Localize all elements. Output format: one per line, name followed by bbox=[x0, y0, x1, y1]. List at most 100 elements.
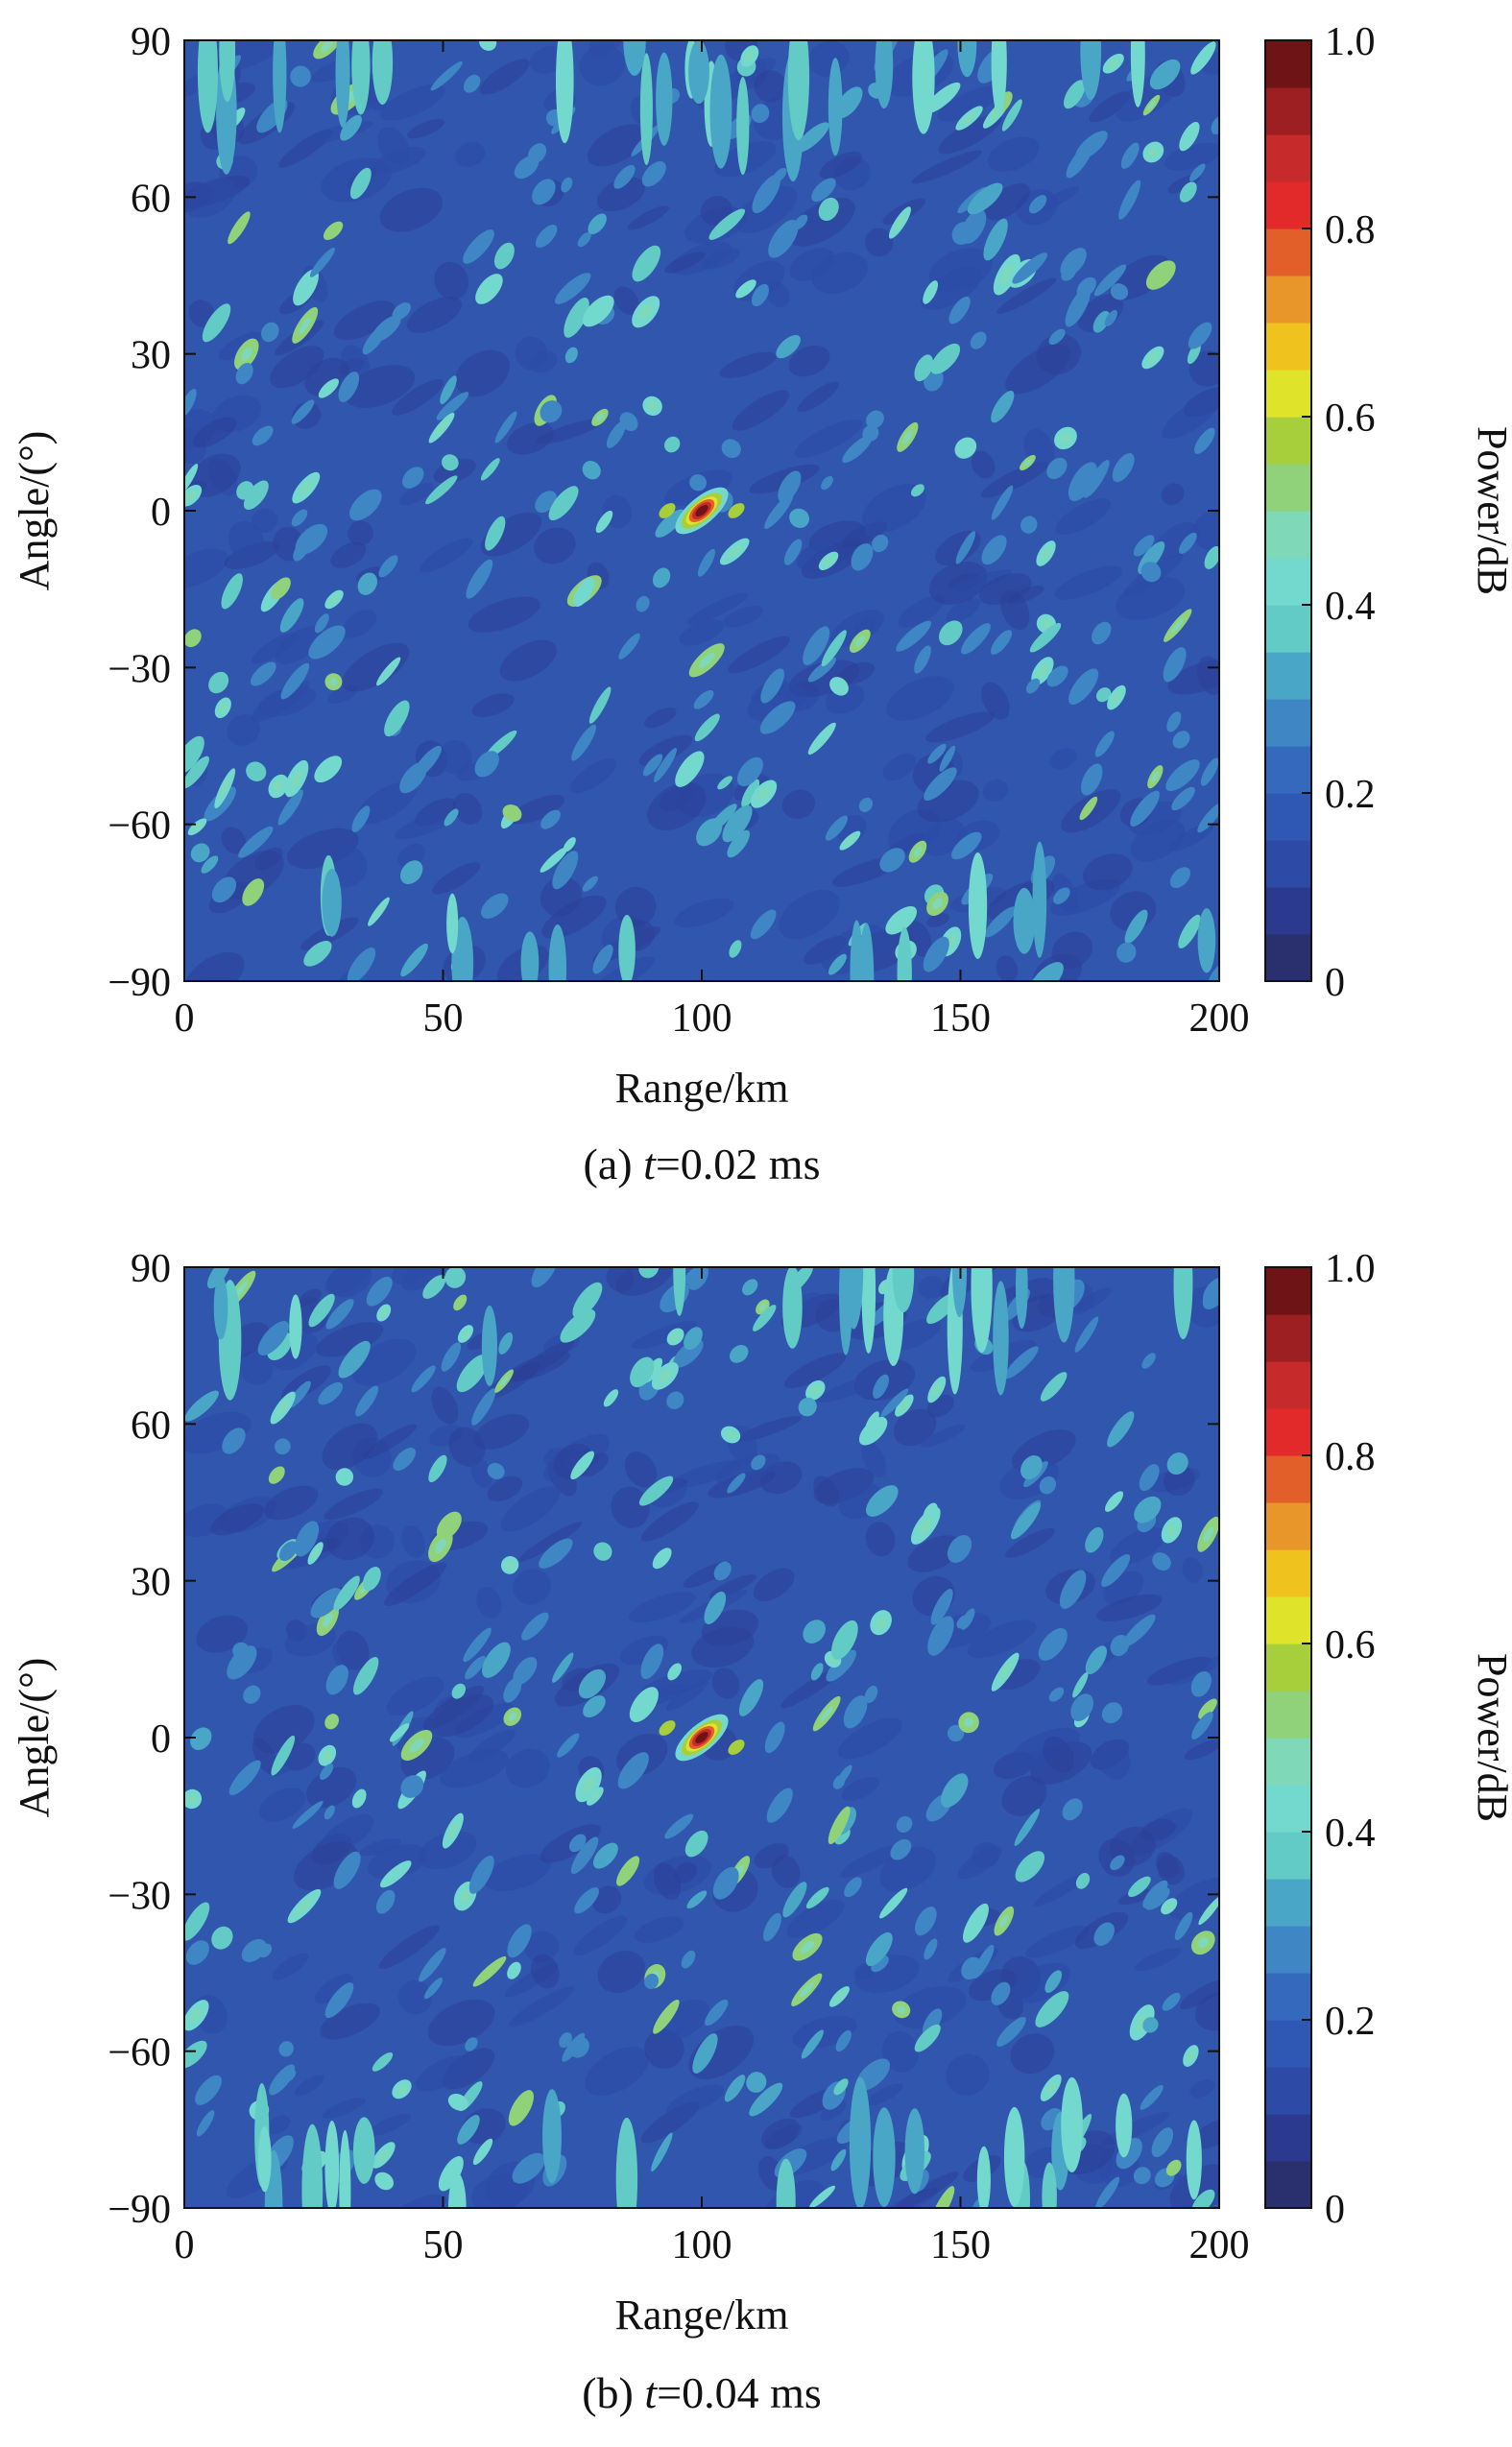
background-speckle bbox=[322, 1423, 377, 1471]
speckle-core bbox=[508, 1712, 516, 1721]
edge-streak bbox=[849, 2076, 872, 2208]
colorbar-segment bbox=[1265, 87, 1311, 135]
speckle-blob bbox=[1202, 1275, 1219, 1309]
speckle-blob bbox=[222, 1427, 246, 1454]
speckle-blob bbox=[572, 1282, 603, 1319]
speckle-blob bbox=[766, 1787, 793, 1823]
background-speckle bbox=[1010, 2033, 1055, 2075]
edge-streak bbox=[951, 1267, 968, 1317]
colorbar-segment bbox=[1265, 1455, 1311, 1503]
speckle-blob bbox=[1166, 711, 1182, 732]
speckle-blob bbox=[507, 1924, 532, 1958]
colorbar-segment bbox=[1265, 652, 1311, 700]
speckle-blob bbox=[442, 454, 459, 471]
speckle-blob bbox=[1120, 142, 1140, 169]
speckle-blob bbox=[1070, 1693, 1093, 1721]
speckle-blob bbox=[981, 535, 1007, 565]
speckle-blob bbox=[184, 1902, 210, 1941]
speckle-blob bbox=[954, 437, 977, 459]
background-speckle bbox=[530, 1954, 560, 1989]
edge-streak bbox=[904, 2108, 925, 2195]
y-axis-label: Angle/(°) bbox=[11, 431, 58, 591]
speckle-blob bbox=[753, 1305, 777, 1331]
speckle-blob bbox=[324, 1982, 354, 2019]
speckle-blob bbox=[947, 1724, 965, 1742]
speckle-blob bbox=[1118, 180, 1141, 220]
speckle-core bbox=[726, 1430, 735, 1439]
speckle-blob bbox=[479, 40, 497, 51]
colorbar-segment bbox=[1265, 323, 1311, 371]
speckle-blob bbox=[1048, 328, 1066, 346]
background-speckle bbox=[518, 1522, 583, 1562]
speckle-blob bbox=[991, 1981, 1011, 2005]
speckle-core bbox=[671, 1332, 680, 1341]
colorbar-segment bbox=[1265, 511, 1311, 559]
speckle-blob bbox=[1144, 1887, 1170, 1910]
speckle-blob bbox=[294, 1521, 320, 1557]
speckle-blob bbox=[357, 572, 377, 595]
speckle-blob bbox=[663, 436, 681, 453]
colorbar-tick-label: 0.4 bbox=[1325, 585, 1376, 629]
edge-streak bbox=[1053, 1267, 1075, 1343]
speckle-blob bbox=[821, 475, 833, 491]
colorbar-segment bbox=[1265, 746, 1311, 794]
speckle-core bbox=[1112, 691, 1121, 704]
speckle-blob bbox=[451, 1683, 466, 1699]
speckle-blob bbox=[293, 540, 309, 562]
colorbar-tick-label: 0.8 bbox=[1325, 1435, 1376, 1479]
speckle-core bbox=[1060, 433, 1071, 444]
speckle-blob bbox=[228, 1760, 261, 1796]
speckle-blob bbox=[402, 467, 424, 489]
background-speckle bbox=[794, 419, 863, 458]
speckle-blob bbox=[1085, 1645, 1107, 1675]
background-speckle bbox=[1007, 586, 1044, 605]
background-speckle bbox=[192, 417, 237, 448]
background-speckle bbox=[838, 1717, 903, 1760]
edge-streak bbox=[875, 40, 894, 109]
speckle-blob bbox=[652, 567, 671, 588]
speckle-blob bbox=[746, 2072, 767, 2093]
speckle-blob bbox=[348, 489, 382, 521]
background-speckle bbox=[275, 626, 324, 664]
speckle-core bbox=[1164, 1902, 1173, 1910]
speckle-blob bbox=[595, 510, 613, 534]
background-speckle bbox=[325, 1517, 374, 1561]
speckle-blob bbox=[927, 1616, 954, 1656]
background-speckle bbox=[227, 714, 260, 746]
speckle-blob bbox=[1166, 1452, 1188, 1475]
speckle-blob bbox=[468, 1855, 494, 1894]
background-speckle bbox=[499, 639, 557, 682]
background-speckle bbox=[893, 1408, 937, 1447]
speckle-blob bbox=[577, 232, 591, 248]
speckle-blob bbox=[206, 1267, 231, 1289]
edge-streak bbox=[324, 2120, 340, 2208]
speckle-blob bbox=[1095, 2176, 1120, 2208]
edge-streak bbox=[1013, 887, 1036, 954]
background-speckle bbox=[391, 1267, 434, 1285]
background-speckle bbox=[485, 1854, 551, 1892]
colorbar-segment bbox=[1265, 605, 1311, 653]
background-speckle bbox=[894, 2171, 959, 2208]
colorbar-segment bbox=[1265, 1314, 1311, 1362]
speckle-blob bbox=[752, 174, 780, 214]
y-tick-label: −60 bbox=[108, 804, 171, 849]
caption-variable: t bbox=[644, 2368, 658, 2417]
speckle-blob bbox=[195, 2075, 222, 2105]
colorbar-frame bbox=[1264, 39, 1312, 982]
background-speckle bbox=[470, 2173, 528, 2208]
speckle-blob bbox=[1190, 1670, 1212, 1697]
speckle-blob bbox=[1093, 1922, 1115, 1946]
speckle-blob bbox=[447, 2093, 468, 2111]
speckle-blob bbox=[474, 751, 499, 778]
speckle-blob bbox=[782, 1882, 807, 1918]
colorbar-tick-label: 1.0 bbox=[1325, 20, 1376, 64]
edge-streak bbox=[351, 40, 371, 115]
colorbar bbox=[1264, 39, 1312, 982]
background-speckle bbox=[534, 527, 576, 564]
speckle-blob bbox=[1174, 1911, 1193, 1941]
speckle-core bbox=[1171, 617, 1185, 634]
colorbar-segment bbox=[1265, 1785, 1311, 1833]
background-speckle bbox=[453, 792, 483, 825]
speckle-core bbox=[1151, 771, 1159, 782]
speckle-blob bbox=[807, 657, 837, 683]
